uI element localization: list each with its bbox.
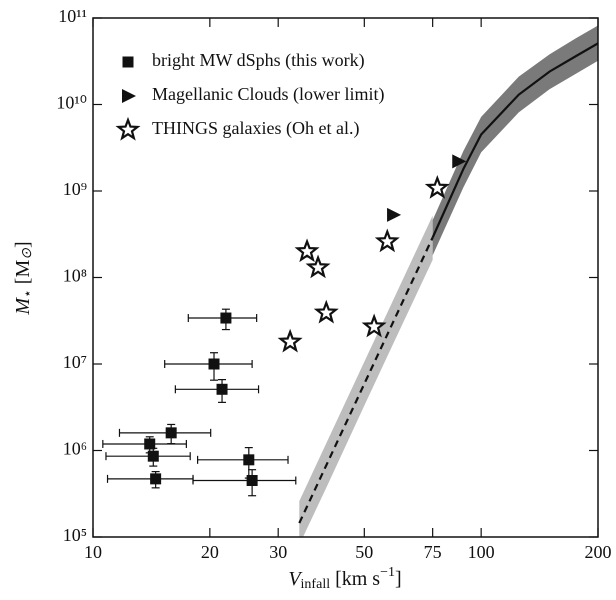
marker-star [115,116,141,141]
uncertainty-band [432,25,598,256]
marker-star [374,228,400,253]
marker-square [165,427,177,439]
x-label-part: infall [301,577,331,592]
relation-line [431,42,598,238]
y-tick-label: 10¹⁰ [56,93,87,113]
marker-square [243,454,255,466]
marker-star [294,238,320,263]
y-axis-label: M⋆ [M⊙] [12,241,37,315]
x-tick-label: 50 [355,542,373,562]
y-tick-label: 10⁵ [63,525,87,545]
marker-triangle [452,154,467,169]
x-error-bar [164,360,253,368]
y-label-part: M [12,297,34,316]
y-tick-label: 10¹¹ [58,6,87,26]
y-tick-label: 10⁶ [63,439,87,459]
marker-triangle [387,207,402,222]
x-tick-label: 20 [201,542,219,562]
x-error-bar [192,476,297,485]
marker-star [305,254,331,279]
y-tick-label: 10⁹ [63,179,87,199]
y-tick-label: 10⁷ [63,352,87,372]
y-label-part: ⊙ [20,248,35,260]
legend-label: Magellanic Clouds (lower limit) [152,84,384,105]
x-axis-label: Vinfall [km s−1] [288,565,401,592]
x-label-part: V [288,568,303,590]
marker-square [220,312,232,324]
marker-square [144,438,156,450]
marker-square [122,56,134,68]
y-label-part: ⋆ [21,289,36,298]
marker-star [361,313,387,338]
marker-triangle [122,89,136,103]
marker-star [424,174,450,199]
uncertainty-band [299,215,433,537]
relation-line [298,237,434,524]
marker-square [216,383,228,395]
x-label-part: [km s [330,568,380,590]
legend-label: bright MW dSphs (this work) [152,50,365,71]
x-tick-label: 200 [585,542,612,562]
x-label-part: ] [395,568,402,590]
marker-square [150,473,162,485]
legend-label: THINGS galaxies (Oh et al.) [152,118,359,139]
x-error-bar [197,455,289,464]
y-label-part: [M [12,260,34,290]
marker-square [246,474,258,486]
x-error-bar [118,428,212,437]
marker-star [313,299,339,324]
x-label-part: −1 [380,565,395,580]
marker-square [208,358,220,370]
plot-area [102,25,598,537]
marker-square [147,450,159,462]
y-tick-label: 10⁸ [63,266,87,286]
x-tick-label: 30 [269,542,287,562]
marker-star [277,328,303,353]
y-label-part: ] [12,241,34,248]
x-tick-label: 10 [84,542,102,562]
x-tick-label: 100 [468,542,495,562]
x-tick-label: 75 [424,542,442,562]
